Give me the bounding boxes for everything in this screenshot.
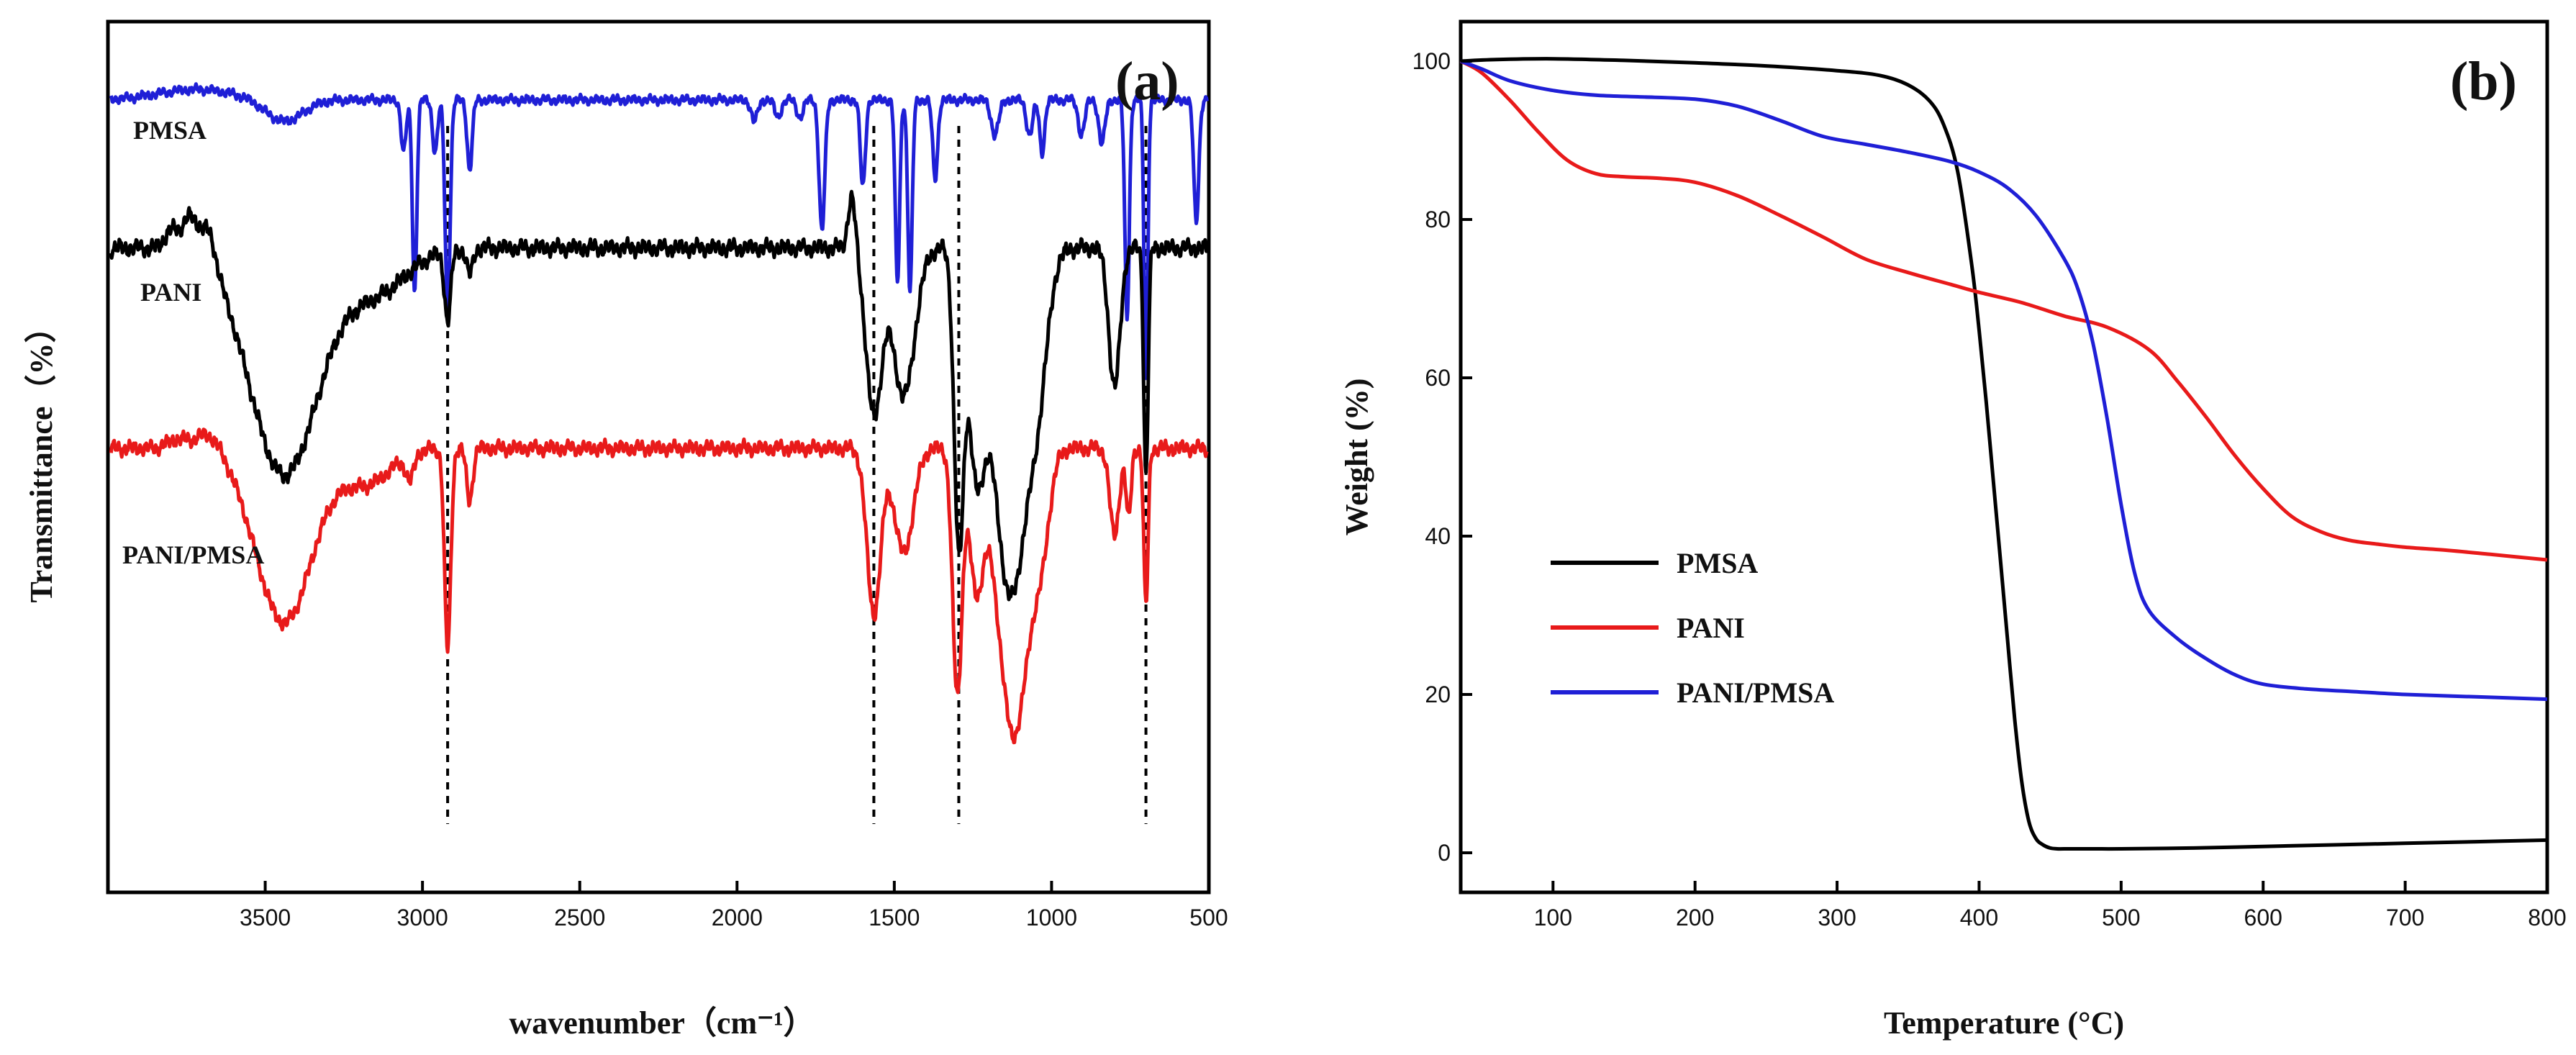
tga-y-tick-label-20: 20 <box>1425 682 1451 707</box>
tga-x-tick-label-100: 100 <box>1534 905 1572 931</box>
ftir-chart: 3500 3000 2500 2000 1500 1000 500 (a) wavenumb… <box>24 19 1228 1041</box>
tga-y-axis-title: Weight (%) <box>1339 379 1374 536</box>
tga-y-tick-label-80: 80 <box>1425 207 1451 232</box>
ftir-series-pmsa <box>109 82 1209 381</box>
ftir-x-tick-label-1000: 1000 <box>1026 905 1077 931</box>
tga-chart: 100 200 300 400 500 600 700 800 0 20 40 60 80 100 (b… <box>1339 19 2567 1041</box>
tga-series-pani <box>1459 59 2548 562</box>
ftir-label-pani: PANI <box>140 278 201 307</box>
ftir-x-tick-label-2000: 2000 <box>712 905 763 931</box>
tga-x-tick-label-600: 600 <box>2244 905 2282 931</box>
ftir-x-tick-label-2500: 2500 <box>554 905 605 931</box>
tga-x-tick-label-500: 500 <box>2102 905 2140 931</box>
tga-y-tick-label-40: 40 <box>1425 523 1451 549</box>
tga-series-pani-pmsa <box>1460 59 2548 702</box>
tga-series-pmsa <box>1460 57 2548 851</box>
ftir-x-tick-label-1500: 1500 <box>869 905 920 931</box>
ftir-panel-label: (a) <box>1115 51 1179 112</box>
tga-legend-label-pani: PANI <box>1677 612 1745 644</box>
ftir-label-pmsa: PMSA <box>133 116 207 145</box>
tga-legend: PMSA PANI PANI/PMSA <box>1551 547 1834 709</box>
tga-x-tick-label-800: 800 <box>2528 905 2566 931</box>
ftir-x-axis-title: wavenumber（cm⁻¹） <box>509 1005 815 1041</box>
tga-x-tick-label-400: 400 <box>1960 905 1998 931</box>
ftir-series-pani-pmsa <box>109 427 1209 745</box>
ftir-x-tick-label-3500: 3500 <box>240 905 291 931</box>
tga-y-tick-label-60: 60 <box>1425 365 1451 391</box>
ftir-x-tick-label-500: 500 <box>1189 905 1228 931</box>
ftir-x-tick-label-3000: 3000 <box>397 905 448 931</box>
tga-plot-frame <box>1459 19 2549 895</box>
tga-x-tick-label-700: 700 <box>2386 905 2424 931</box>
tga-panel-label: (b) <box>2450 51 2517 112</box>
tga-x-tick-label-300: 300 <box>1818 905 1856 931</box>
ftir-y-axis-title: Transmittance（%） <box>24 312 59 603</box>
ftir-series-pani <box>109 189 1209 602</box>
tga-y-tick-label-100: 100 <box>1412 48 1451 74</box>
tga-x-axis-title: Temperature (°C) <box>1884 1005 2124 1041</box>
tga-x-tick-label-200: 200 <box>1676 905 1714 931</box>
ftir-label-pani-pmsa: PANI/PMSA <box>122 540 264 569</box>
tga-y-tick-label-0: 0 <box>1438 840 1451 866</box>
tga-legend-label-pmsa: PMSA <box>1677 547 1758 579</box>
tga-legend-label-pani-pmsa: PANI/PMSA <box>1677 676 1834 709</box>
ftir-plot-frame <box>106 19 1211 895</box>
